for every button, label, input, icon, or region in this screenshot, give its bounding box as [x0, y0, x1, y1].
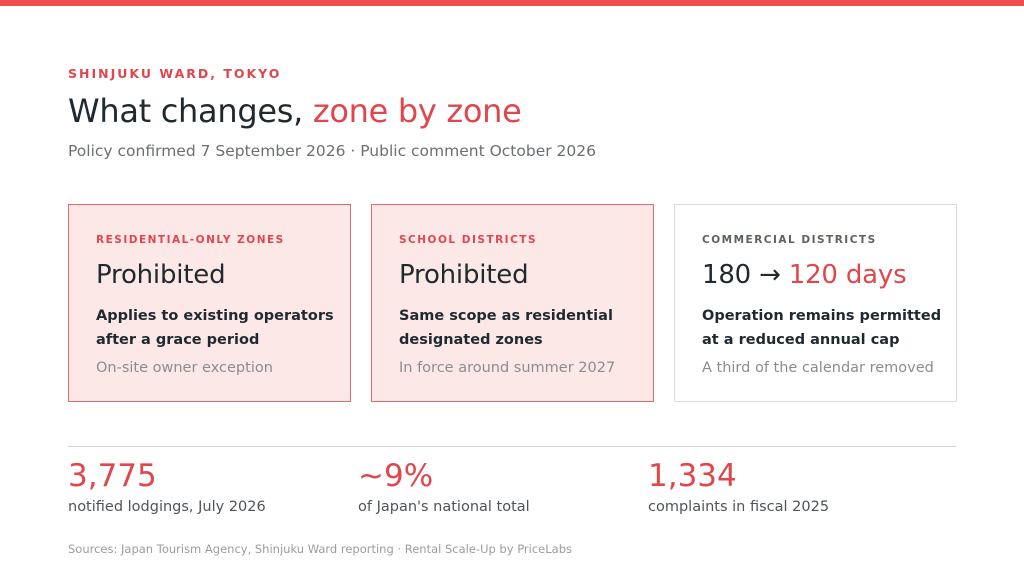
- top-accent-bar: [0, 0, 1024, 6]
- card-description: Applies to existing operators after a gr…: [96, 308, 334, 348]
- card-school-districts: SCHOOL DISTRICTS Prohibited Same scope a…: [371, 204, 654, 402]
- card-description: Same scope as residential designated zon…: [399, 308, 613, 348]
- card-headline: Prohibited: [96, 260, 226, 290]
- card-headline: Prohibited: [399, 260, 529, 290]
- page-subtitle: Policy confirmed 7 September 2026 · Publ…: [68, 142, 596, 160]
- page-title-main: What changes,: [68, 92, 313, 130]
- page-title: What changes, zone by zone: [68, 92, 522, 130]
- card-note: In force around summer 2027: [399, 360, 616, 376]
- location-eyebrow: SHINJUKU WARD, TOKYO: [68, 66, 282, 81]
- stat-caption: notified lodgings, July 2026: [68, 499, 266, 515]
- stat-notified-lodgings: 3,775 notified lodgings, July 2026: [68, 458, 266, 515]
- card-label: RESIDENTIAL-ONLY ZONES: [96, 234, 285, 246]
- card-note: On-site owner exception: [96, 360, 273, 376]
- stat-value: 3,775: [68, 458, 157, 494]
- stats-divider: [68, 446, 956, 447]
- card-headline: 180 → 120 days: [702, 260, 956, 290]
- page-title-accent: zone by zone: [312, 92, 522, 130]
- stat-national-share: ~9% of Japan's national total: [358, 458, 530, 515]
- card-note: A third of the calendar removed: [702, 360, 934, 376]
- stat-value: ~9%: [358, 458, 434, 494]
- card-label: COMMERCIAL DISTRICTS: [702, 234, 877, 246]
- sources-footnote: Sources: Japan Tourism Agency, Shinjuku …: [68, 542, 572, 556]
- stat-complaints: 1,334 complaints in fiscal 2025: [648, 458, 829, 515]
- stat-caption: complaints in fiscal 2025: [648, 499, 830, 515]
- card-commercial-districts: COMMERCIAL DISTRICTS 180 → 120 days Oper…: [674, 204, 957, 402]
- card-label: SCHOOL DISTRICTS: [399, 234, 538, 246]
- card-description: Operation remains permitted at a reduced…: [702, 308, 942, 348]
- card-headline-main: 180 →: [702, 260, 789, 290]
- card-headline-accent: 120 days: [788, 260, 907, 290]
- stat-caption: of Japan's national total: [358, 499, 530, 515]
- stat-value: 1,334: [648, 458, 737, 494]
- card-residential-only-zones: RESIDENTIAL-ONLY ZONES Prohibited Applie…: [68, 204, 351, 402]
